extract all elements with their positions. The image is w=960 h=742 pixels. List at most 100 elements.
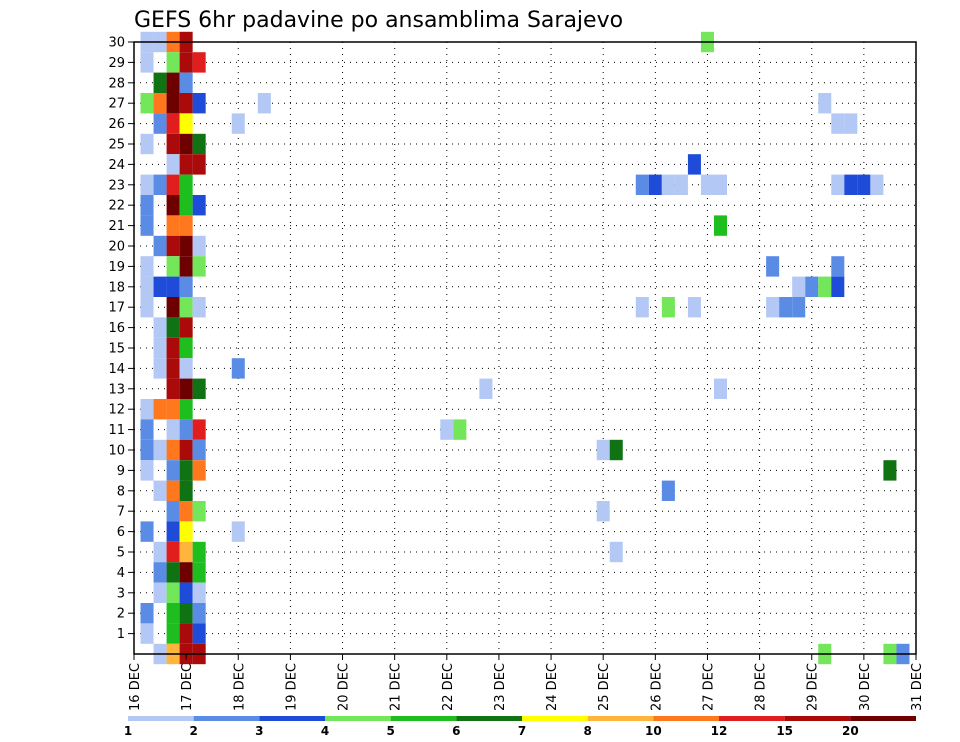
heatmap-cell [153,358,167,379]
heatmap-cell [166,133,180,155]
heatmap-cell [179,133,193,155]
y-tick-label: 3 [117,586,125,601]
heatmap-cell [192,460,206,481]
heatmap-cell [166,93,180,114]
heatmap-cell [192,133,206,155]
heatmap-cell [831,276,845,297]
x-tick-label: 24 DEC [545,663,560,711]
heatmap-cell [179,399,193,420]
colorbar-segment [325,716,391,721]
heatmap-cell [179,460,193,481]
heatmap-cell [179,623,193,644]
y-tick-label: 18 [108,280,125,295]
colorbar-label: 8 [583,724,591,738]
heatmap-cell [179,154,193,175]
grid-lines [134,42,916,654]
y-tick-label: 2 [117,607,125,622]
heatmap-cell [713,215,728,236]
heatmap-cell [179,235,193,257]
colorbar-label: 20 [842,724,859,738]
heatmap-cell [609,439,623,461]
heatmap-cell [440,419,454,440]
heatmap-cell [674,174,688,195]
heatmap-cell [192,297,206,318]
x-tick-label: 21 DEC [389,663,404,711]
y-tick-label: 24 [108,158,125,173]
heatmap-cell [192,52,206,73]
heatmap-cell [453,419,467,440]
heatmap-cell [166,235,180,257]
heatmap-cell [713,378,728,399]
x-tick-label: 23 DEC [493,663,508,711]
heatmap-cell [140,133,154,155]
heatmap-cell [713,174,728,195]
colorbar-segment [587,716,654,721]
heatmap-cell [179,439,193,461]
heatmap-cell [140,439,154,461]
y-tick-label: 13 [108,382,125,397]
x-tick-label: 28 DEC [754,663,769,711]
x-tick-label: 16 DEC [128,663,143,711]
heatmap-cell [596,501,610,522]
heatmap-cell [153,113,167,134]
colorbar-label: 4 [321,724,329,738]
heatmap-cell [844,113,858,134]
heatmap-cell [179,562,193,583]
heatmap-cell [179,582,193,603]
y-tick-label: 30 [108,36,125,51]
y-tick-label: 19 [108,260,125,275]
heatmap-cell [166,276,180,297]
y-tick-label: 7 [117,505,125,520]
heatmap-cell [153,276,167,297]
colorbar-segment [850,716,916,721]
y-tick-label: 27 [108,97,125,112]
heatmap-cell [153,317,167,338]
colorbar-label: 3 [255,724,263,738]
heatmap-cells [140,31,910,665]
heatmap-cell [179,276,193,297]
heatmap-cell [153,582,167,603]
heatmap-cell [153,541,167,563]
colorbar-segment [784,716,851,721]
heatmap-cell [153,439,167,461]
heatmap-cell [779,297,793,318]
colorbar-segment [653,716,719,721]
heatmap-cell [166,378,180,399]
colorbar-label: 12 [711,724,728,738]
y-tick-label: 8 [117,484,125,499]
heatmap-cell [661,297,675,318]
y-tick-label: 20 [108,240,125,255]
heatmap-cell [166,113,180,134]
heatmap-cell [257,93,271,114]
heatmap-cell [166,399,180,420]
heatmap-cell [166,256,180,277]
x-tick-label: 31 DEC [910,663,925,711]
heatmap-cell [609,541,623,563]
heatmap-cell [153,174,167,195]
heatmap-cell [140,276,154,297]
heatmap-cell [831,113,845,134]
heatmap-cell [140,215,154,236]
heatmap-cell [870,174,884,195]
heatmap-cell [140,195,154,216]
y-tick-label: 17 [108,301,125,316]
heatmap-cell [687,154,701,175]
heatmap-cell [179,72,193,93]
colorbar-label: 15 [776,724,793,738]
y-tick-label: 23 [108,178,125,193]
y-tick-label: 12 [108,403,125,418]
heatmap-cell [192,541,206,563]
heatmap-cell [792,276,806,297]
x-tick-label: 17 DEC [180,663,195,711]
x-tick-label: 18 DEC [232,663,247,711]
heatmap-cell [179,113,193,134]
heatmap-cell [166,562,180,583]
heatmap-cell [179,480,193,501]
y-tick-label: 29 [108,56,125,71]
heatmap-cell [231,113,245,134]
heatmap-cell [166,541,180,563]
heatmap-cell [166,439,180,461]
heatmap-cell [192,235,206,257]
colorbar-segment [259,716,325,721]
heatmap-cell [192,419,206,440]
